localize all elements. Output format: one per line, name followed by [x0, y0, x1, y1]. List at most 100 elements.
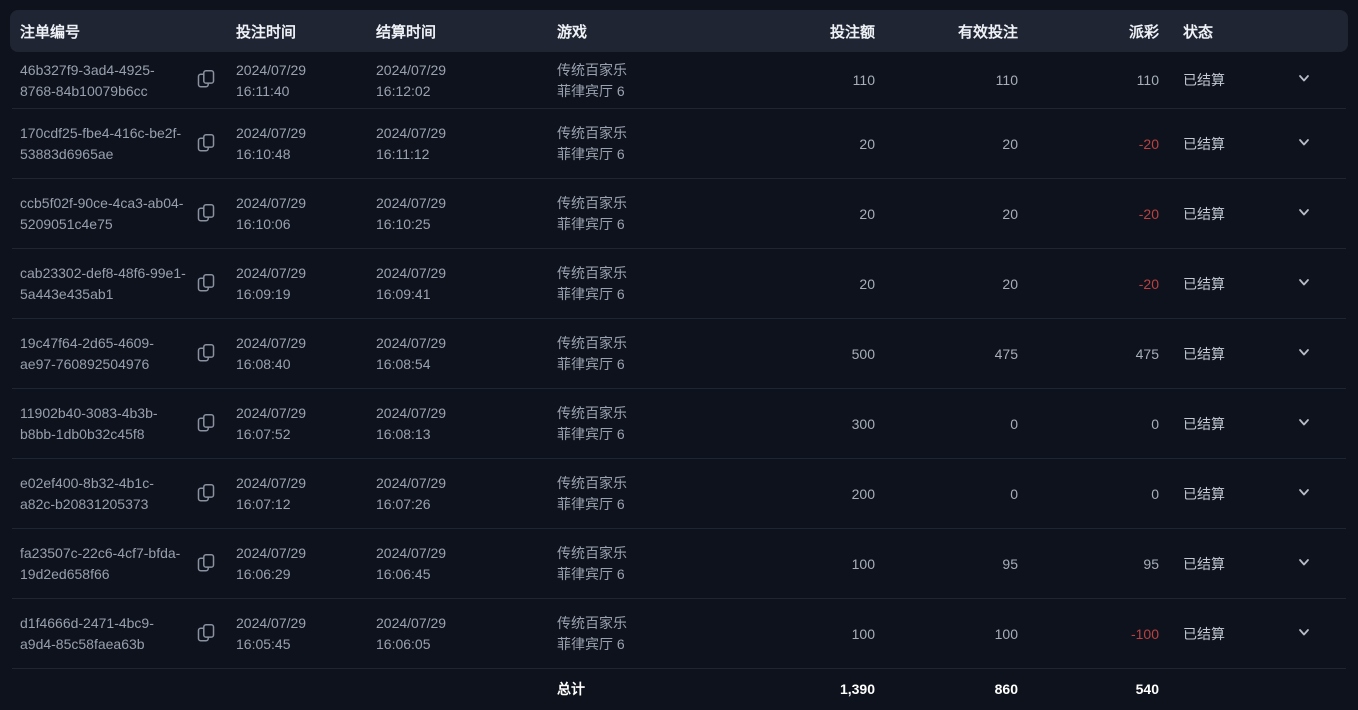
status-text: 已结算	[1183, 485, 1225, 502]
table-body: 46b327f9-3ad4-4925-8768-84b10079b6cc 202…	[0, 52, 1358, 669]
copy-icon[interactable]	[196, 273, 216, 296]
expand-cell	[1283, 554, 1358, 575]
valid-bet-value: 20	[1002, 135, 1018, 152]
status-text: 已结算	[1183, 345, 1225, 362]
status-text: 已结算	[1183, 625, 1225, 642]
chevron-down-icon[interactable]	[1297, 135, 1311, 149]
bet-amount-value: 100	[851, 625, 875, 642]
chevron-down-icon[interactable]	[1297, 415, 1311, 429]
game-cell: 传统百家乐 菲律宾厅 6	[557, 263, 715, 305]
game-cell: 传统百家乐 菲律宾厅 6	[557, 193, 715, 235]
payout-value: 95	[1143, 555, 1159, 572]
payout-value: 475	[1135, 345, 1159, 362]
bet-amount-value: 500	[851, 345, 875, 362]
bet-id-cell: 46b327f9-3ad4-4925-8768-84b10079b6cc	[0, 60, 236, 102]
payout-value: -100	[1130, 625, 1159, 642]
bet-id-text: e02ef400-8b32-4b1c-a82c-b20831205373	[20, 475, 154, 512]
bet-id-cell: 19c47f64-2d65-4609-ae97-760892504976	[0, 333, 236, 375]
game-table: 菲律宾厅 6	[557, 216, 625, 232]
settle-date: 2024/07/29	[376, 61, 447, 78]
copy-icon[interactable]	[196, 483, 216, 506]
bet-id-text: fa23507c-22c6-4cf7-bfda-19d2ed658f66	[20, 545, 181, 582]
settle-time: 16:07:26	[376, 496, 431, 512]
game-name: 传统百家乐	[557, 405, 627, 421]
settle-time: 16:11:12	[376, 146, 430, 162]
expand-cell	[1283, 344, 1358, 365]
valid-bet-value: 100	[994, 625, 1018, 642]
game-table: 菲律宾厅 6	[557, 356, 625, 372]
bet-date: 2024/07/29	[236, 615, 307, 631]
valid-bet-value: 0	[1010, 485, 1018, 502]
copy-icon[interactable]	[196, 623, 216, 646]
copy-icon[interactable]	[196, 69, 216, 92]
game-table: 菲律宾厅 6	[557, 286, 625, 302]
chevron-down-icon[interactable]	[1297, 205, 1311, 219]
bet-time: 16:07:52	[236, 426, 291, 442]
settle-time-cell: 2024/07/29 16:07:26	[376, 473, 557, 515]
bet-id-cell: fa23507c-22c6-4cf7-bfda-19d2ed658f66	[0, 543, 236, 585]
footer-total-label: 总计	[557, 681, 585, 697]
bet-date: 2024/07/29	[236, 195, 307, 211]
settle-date: 2024/07/29	[376, 405, 447, 421]
bet-id-text: 19c47f64-2d65-4609-ae97-760892504976	[20, 335, 154, 372]
game-table: 菲律宾厅 6	[557, 636, 625, 652]
table-header: 注单编号 投注时间 结算时间 游戏 投注额 有效投注 派彩 状态	[10, 10, 1348, 52]
settle-time: 16:10:25	[376, 216, 431, 232]
game-table: 菲律宾厅 6	[557, 82, 625, 99]
game-name: 传统百家乐	[557, 265, 627, 281]
game-table: 菲律宾厅 6	[557, 496, 625, 512]
copy-icon[interactable]	[196, 203, 216, 226]
column-header-bet-time: 投注时间	[236, 23, 297, 41]
bet-id-text: 11902b40-3083-4b3b-b8bb-1db0b32c45f8	[20, 405, 158, 442]
payout-value: -20	[1138, 135, 1159, 152]
game-cell: 传统百家乐 菲律宾厅 6	[557, 60, 715, 102]
chevron-down-icon[interactable]	[1297, 555, 1311, 569]
settle-date: 2024/07/29	[376, 195, 447, 211]
bet-time-cell: 2024/07/29 16:10:06	[236, 193, 376, 235]
settle-date: 2024/07/29	[376, 125, 447, 141]
column-header-game: 游戏	[557, 23, 588, 41]
game-cell: 传统百家乐 菲律宾厅 6	[557, 473, 715, 515]
game-table: 菲律宾厅 6	[557, 426, 625, 442]
table-row: 19c47f64-2d65-4609-ae97-760892504976 202…	[0, 319, 1358, 389]
chevron-down-icon[interactable]	[1297, 71, 1311, 85]
bet-time-cell: 2024/07/29 16:07:12	[236, 473, 376, 515]
chevron-down-icon[interactable]	[1297, 485, 1311, 499]
bet-date: 2024/07/29	[236, 61, 307, 78]
settle-time: 16:06:45	[376, 566, 431, 582]
column-header-bet-id: 注单编号	[20, 23, 81, 41]
copy-icon[interactable]	[196, 413, 216, 436]
footer-payout-total: 540	[1135, 681, 1159, 697]
bet-time-cell: 2024/07/29 16:11:40	[236, 60, 376, 102]
bet-id-cell: 11902b40-3083-4b3b-b8bb-1db0b32c45f8	[0, 403, 236, 445]
settle-date: 2024/07/29	[376, 265, 447, 281]
bet-time: 16:10:06	[236, 216, 291, 232]
column-header-payout: 派彩	[1128, 23, 1159, 41]
chevron-down-icon[interactable]	[1297, 625, 1311, 639]
copy-icon[interactable]	[196, 553, 216, 576]
copy-icon[interactable]	[196, 343, 216, 366]
valid-bet-value: 475	[994, 345, 1018, 362]
status-text: 已结算	[1183, 275, 1225, 292]
bet-id-text: cab23302-def8-48f6-99e1-5a443e435ab1	[20, 265, 186, 302]
chevron-down-icon[interactable]	[1297, 345, 1311, 359]
bet-id-text: d1f4666d-2471-4bc9-a9d4-85c58faea63b	[20, 615, 154, 652]
expand-cell	[1283, 624, 1358, 645]
table-footer: 总计 1,390 860 540	[0, 669, 1358, 710]
bet-date: 2024/07/29	[236, 265, 307, 281]
table-row: cab23302-def8-48f6-99e1-5a443e435ab1 202…	[0, 249, 1358, 319]
table-row: 46b327f9-3ad4-4925-8768-84b10079b6cc 202…	[0, 52, 1358, 109]
status-text: 已结算	[1183, 555, 1225, 572]
bet-time: 16:07:12	[236, 496, 291, 512]
settle-time-cell: 2024/07/29 16:08:13	[376, 403, 557, 445]
expand-cell	[1283, 414, 1358, 435]
settle-time: 16:08:13	[376, 426, 431, 442]
copy-icon[interactable]	[196, 133, 216, 156]
chevron-down-icon[interactable]	[1297, 275, 1311, 289]
game-name: 传统百家乐	[557, 475, 627, 491]
valid-bet-value: 95	[1002, 555, 1018, 572]
valid-bet-value: 20	[1002, 205, 1018, 222]
game-cell: 传统百家乐 菲律宾厅 6	[557, 403, 715, 445]
settle-date: 2024/07/29	[376, 475, 447, 491]
bet-time: 16:11:40	[236, 82, 290, 99]
